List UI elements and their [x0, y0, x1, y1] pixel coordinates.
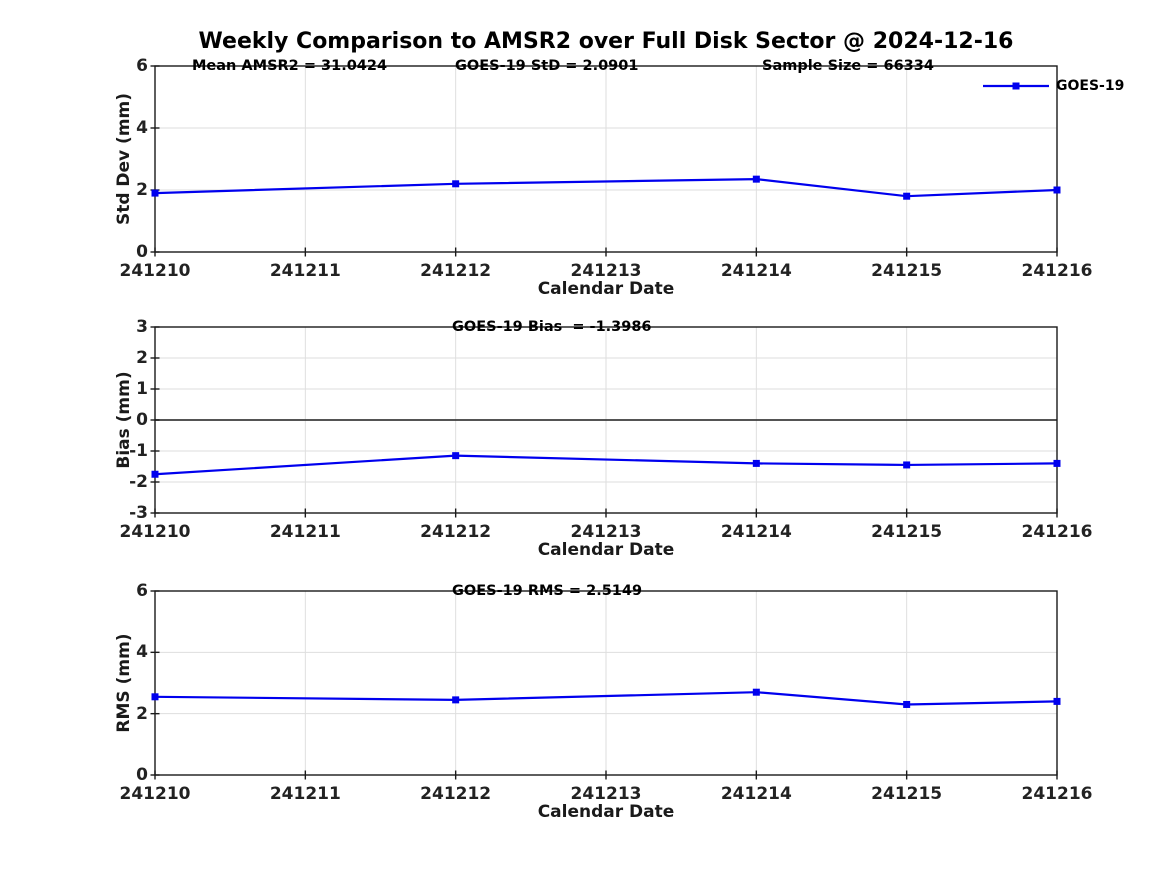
x-tick-label: 241212 [420, 522, 492, 542]
annotation: GOES-19 StD = 2.0901 [455, 58, 639, 74]
x-tick-label: 241215 [871, 522, 943, 542]
x-tick-label: 241215 [871, 784, 943, 804]
x-tick-label: 241211 [269, 522, 341, 542]
data-point-marker [151, 189, 159, 197]
y-tick-label: 2 [136, 180, 148, 200]
y-tick-label: 4 [136, 642, 148, 663]
data-point-marker [452, 696, 460, 704]
y-tick-label: 0 [136, 765, 148, 785]
data-point-marker [903, 700, 911, 708]
data-point-marker [151, 693, 159, 701]
x-tick-label: 241213 [570, 784, 642, 804]
y-axis-label: Std Dev (mm) [114, 92, 134, 226]
y-tick-label: -1 [129, 441, 148, 461]
x-tick-label: 241215 [871, 261, 943, 281]
data-point-marker [752, 688, 760, 696]
figure-title: Weekly Comparison to AMSR2 over Full Dis… [198, 29, 1014, 54]
x-tick-label: 241214 [720, 522, 792, 542]
annotation: Mean AMSR2 = 31.0424 [192, 58, 388, 74]
data-point-marker [1053, 697, 1061, 705]
x-tick-label: 241213 [570, 522, 642, 542]
y-tick-label: 6 [136, 581, 148, 601]
x-tick-label: 241210 [119, 522, 191, 542]
x-tick-label: 241210 [119, 784, 191, 804]
annotation: GOES-19 Bias = -1.3986 [452, 319, 652, 335]
y-tick-label: 3 [136, 317, 148, 337]
x-axis-label: Calendar Date [537, 540, 675, 560]
y-tick-label: 6 [136, 56, 148, 76]
y-tick-label: 2 [136, 703, 148, 724]
x-tick-label: 241214 [720, 784, 792, 804]
x-tick-label: 241210 [119, 261, 191, 281]
legend-line-marker-icon [983, 82, 1049, 90]
annotation: Sample Size = 66334 [762, 58, 934, 74]
x-tick-label: 241212 [420, 784, 492, 804]
y-tick-label: -3 [129, 503, 148, 523]
data-point-marker [452, 180, 460, 188]
x-tick-label: 241211 [269, 784, 341, 804]
data-point-marker [903, 461, 911, 469]
x-tick-label: 241216 [1021, 784, 1093, 804]
y-tick-label: 0 [136, 410, 148, 430]
annotation: GOES-19 RMS = 2.5149 [452, 583, 643, 599]
data-point-marker [1053, 459, 1061, 467]
data-point-marker [903, 192, 911, 200]
y-tick-label: 4 [136, 118, 148, 138]
data-point-marker [1053, 186, 1061, 194]
legend-label: GOES-19 [1056, 78, 1125, 94]
y-tick-label: -2 [129, 472, 148, 492]
x-tick-label: 241212 [420, 261, 492, 281]
y-tick-label: 1 [136, 379, 148, 399]
legend: GOES-19 [983, 78, 1124, 94]
x-tick-label: 241216 [1021, 261, 1093, 281]
x-tick-label: 241214 [720, 261, 792, 281]
data-point-marker [752, 459, 760, 467]
data-point-marker [452, 452, 460, 460]
y-tick-label: 2 [136, 348, 148, 368]
data-point-marker [151, 470, 159, 478]
data-point-marker [752, 175, 760, 183]
x-tick-label: 241213 [570, 261, 642, 281]
legend-marker-sample [1012, 82, 1020, 90]
x-tick-label: 241216 [1021, 522, 1093, 542]
x-axis-label: Calendar Date [537, 279, 675, 299]
y-tick-label: 0 [136, 242, 148, 262]
x-tick-label: 241211 [269, 261, 341, 281]
x-axis-label: Calendar Date [537, 802, 675, 822]
